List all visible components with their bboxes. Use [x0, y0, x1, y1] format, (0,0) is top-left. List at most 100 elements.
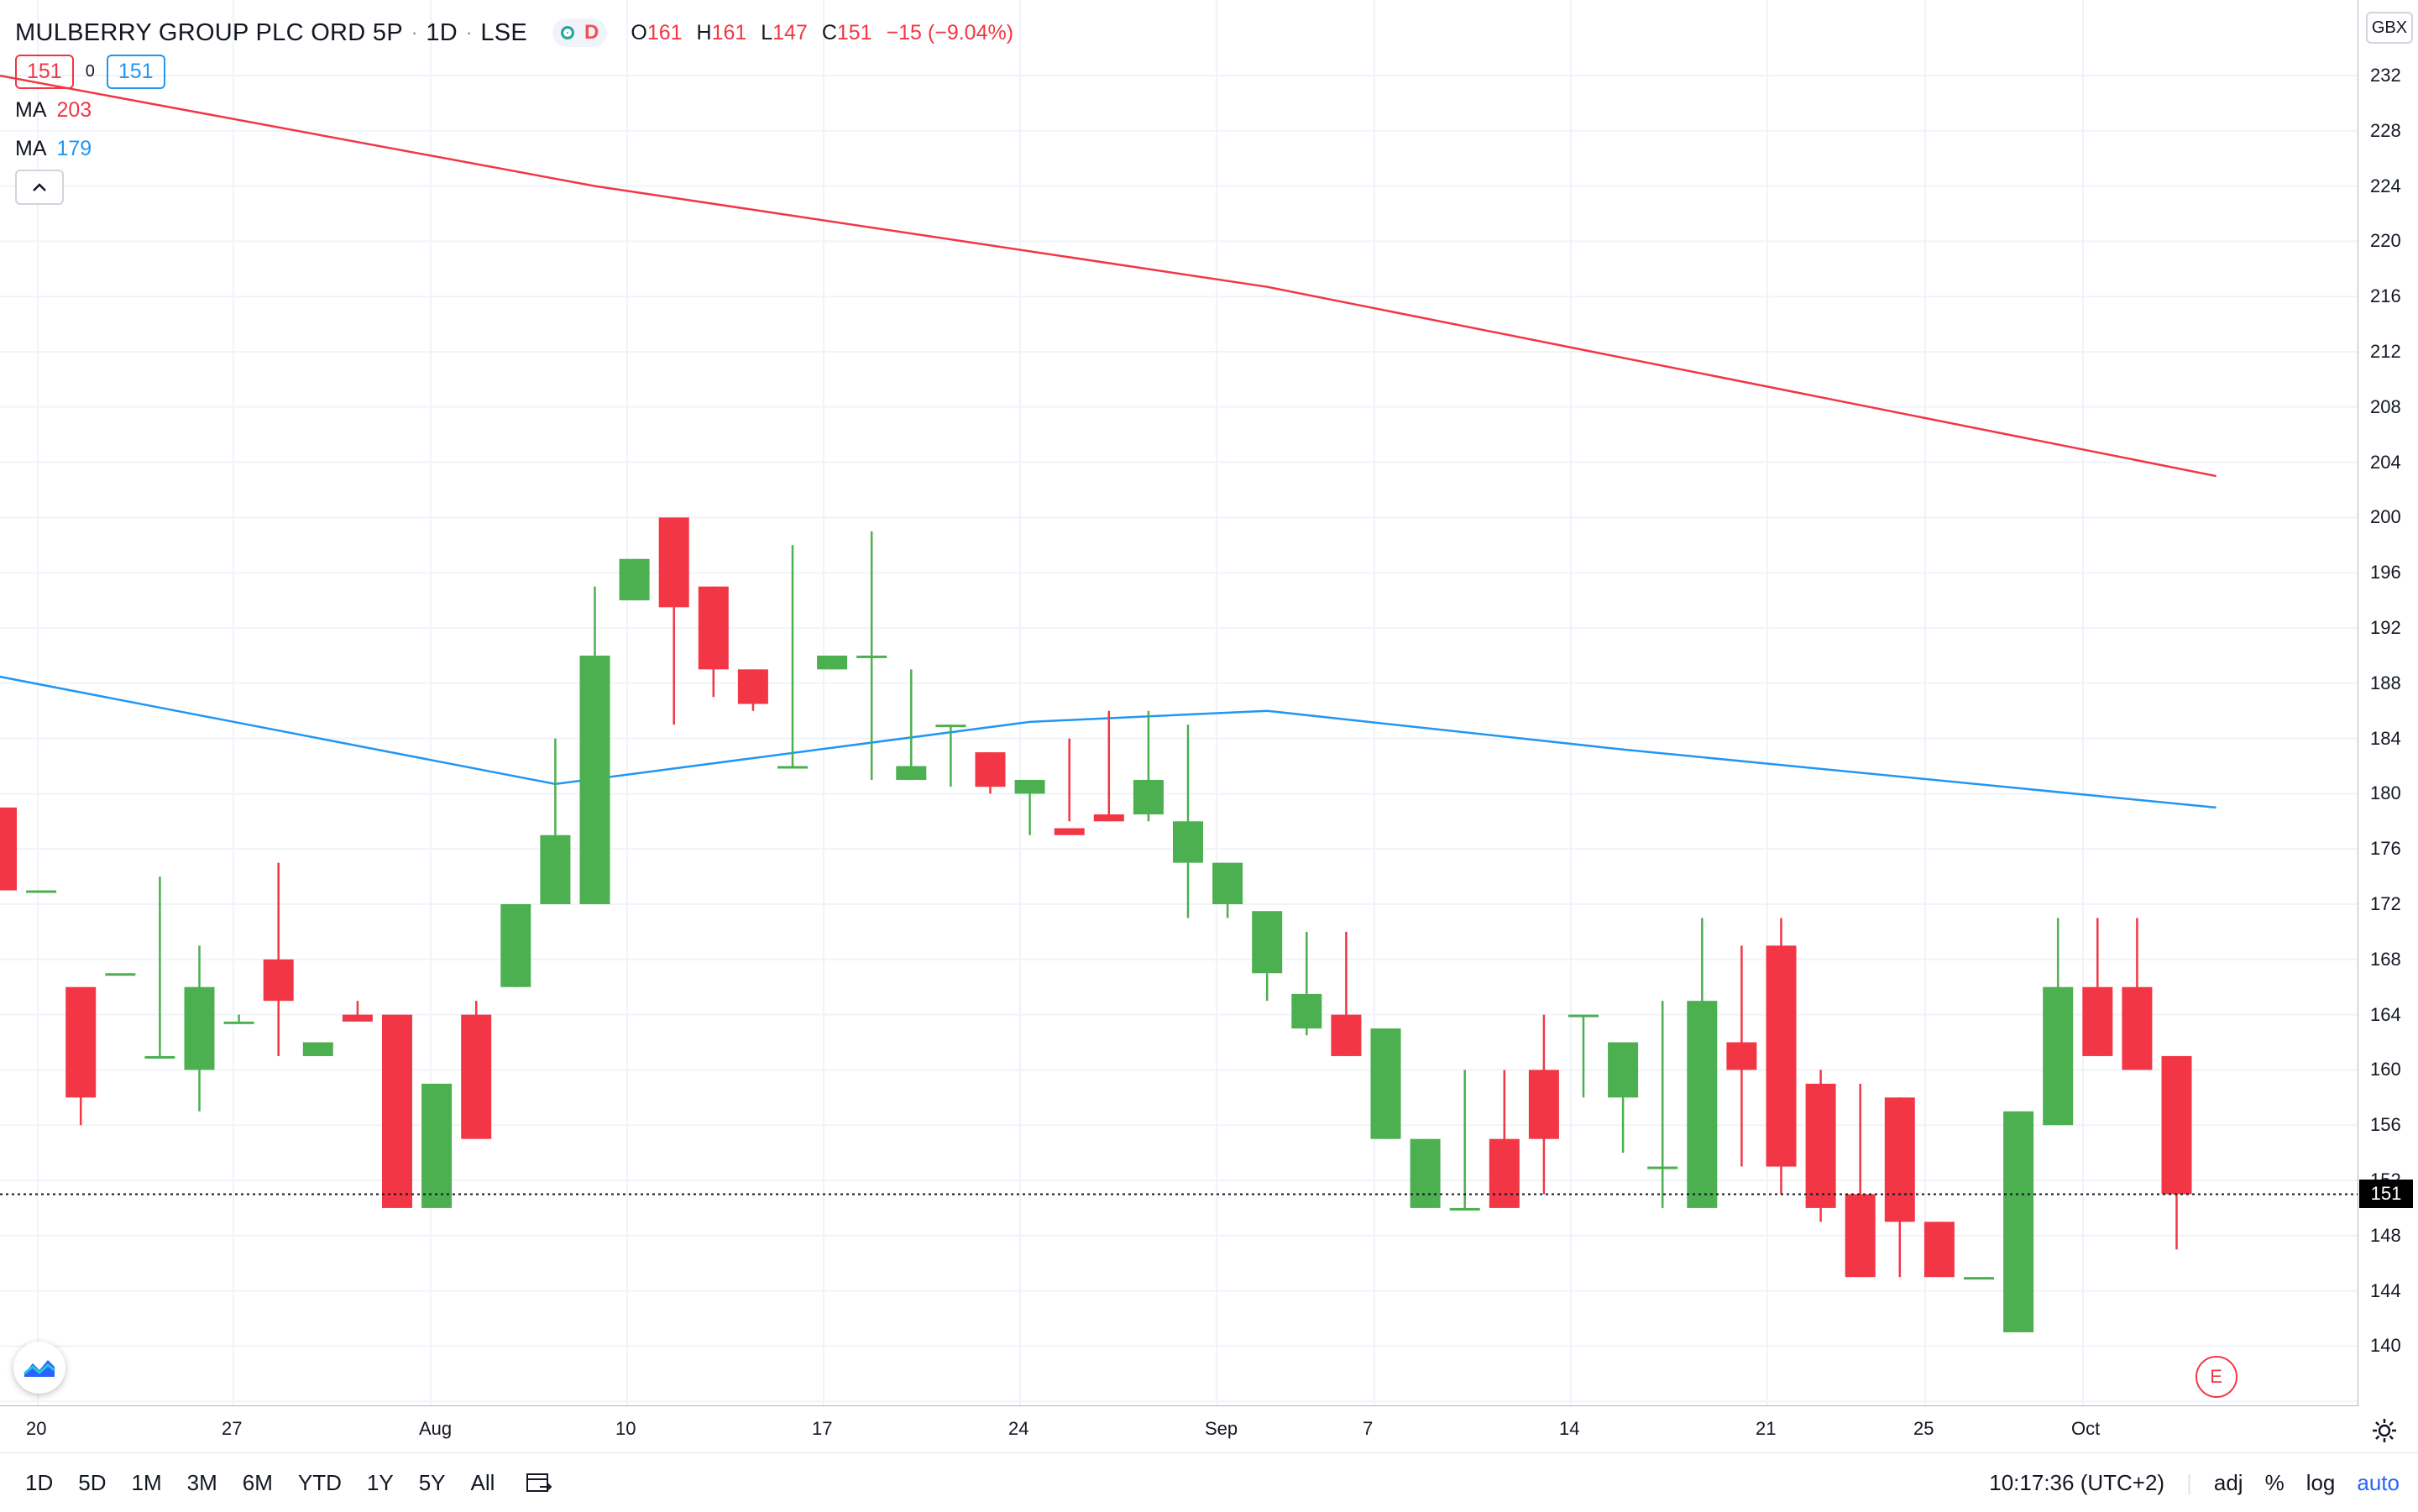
- last-price-label: 151: [2359, 1180, 2413, 1209]
- candle: [737, 669, 768, 711]
- collapse-legend-button[interactable]: [15, 170, 64, 205]
- ma-long-row[interactable]: MA 203: [15, 91, 1022, 129]
- price-tick-label: 180: [2370, 782, 2401, 804]
- price-axis[interactable]: 232 228 224 220 216 212 208 204 200 196 192 188 184 1…: [2358, 0, 2418, 1406]
- candle-body: [421, 1083, 453, 1208]
- candle: [184, 945, 215, 1112]
- candle-body: [0, 807, 17, 891]
- price-tick-label: 184: [2370, 727, 2401, 749]
- tradingview-logo-button[interactable]: [13, 1342, 65, 1394]
- time-tick-label: Sep: [1205, 1418, 1238, 1439]
- price-tick-label: 168: [2370, 948, 2401, 970]
- candle-body: [105, 973, 136, 976]
- candle: [1647, 1001, 1678, 1208]
- candle-body: [1489, 1138, 1520, 1208]
- currency-unit[interactable]: GBX: [2366, 12, 2413, 44]
- candle-body: [26, 890, 57, 893]
- interval[interactable]: 1D: [426, 18, 458, 46]
- calendar-goto-icon: [526, 1473, 552, 1492]
- candle-body: [817, 655, 848, 670]
- price-tick-label: 148: [2370, 1224, 2401, 1246]
- date-range-button[interactable]: [525, 1470, 553, 1495]
- time-tick-label: 17: [812, 1418, 833, 1439]
- range-button-1d[interactable]: 1D: [25, 1469, 54, 1495]
- candle: [619, 558, 650, 601]
- price-tick-label: 200: [2370, 506, 2401, 528]
- spread-value: 0: [85, 61, 95, 81]
- open-value: 161: [646, 20, 683, 44]
- range-button-1y[interactable]: 1Y: [366, 1469, 394, 1495]
- log-toggle[interactable]: log: [2305, 1469, 2336, 1495]
- range-button-6m[interactable]: 6M: [242, 1469, 273, 1495]
- candle: [856, 531, 887, 780]
- candle: [1608, 1042, 1639, 1154]
- candle-body: [2003, 1111, 2034, 1332]
- market-open-icon: [561, 26, 575, 39]
- percent-toggle[interactable]: %: [2264, 1469, 2285, 1495]
- candle: [342, 1001, 373, 1022]
- candle-body: [144, 1055, 175, 1059]
- candle: [896, 669, 927, 780]
- tradingview-logo-icon: [24, 1360, 55, 1377]
- auto-toggle[interactable]: auto: [2357, 1469, 2400, 1495]
- candles: [0, 517, 2192, 1332]
- candle-body: [500, 904, 531, 987]
- range-button-5y[interactable]: 5Y: [418, 1469, 446, 1495]
- candle-body: [1805, 1083, 1836, 1208]
- ma-short-value: 179: [56, 136, 92, 160]
- grid: [0, 0, 2358, 1405]
- low-value: 147: [772, 20, 808, 44]
- ask-button[interactable]: 151: [106, 54, 165, 89]
- candle-body: [658, 517, 689, 608]
- range-button-1m[interactable]: 1M: [131, 1469, 162, 1495]
- candle: [1173, 725, 1203, 918]
- candle: [1923, 1222, 1955, 1278]
- candle: [1212, 862, 1243, 918]
- candle-body: [302, 1042, 333, 1056]
- price-tick-label: 208: [2370, 395, 2401, 417]
- symbol-name[interactable]: MULBERRY GROUP PLC ORD 5P: [15, 18, 403, 46]
- low-label: L: [761, 20, 773, 44]
- price-tick-label: 192: [2370, 617, 2401, 638]
- ma-long-line: [0, 74, 2216, 478]
- adj-toggle[interactable]: adj: [2213, 1469, 2243, 1495]
- candle: [1014, 779, 1045, 835]
- price-tick-label: 188: [2370, 672, 2401, 693]
- price-tick-label: 164: [2370, 1003, 2401, 1025]
- candle: [579, 586, 610, 904]
- price-tick-label: 204: [2370, 451, 2401, 473]
- candle-body: [1093, 814, 1124, 822]
- candle-body: [698, 586, 729, 670]
- range-button-all[interactable]: All: [470, 1469, 495, 1495]
- candle-body: [342, 1014, 373, 1022]
- price-tick-label: 144: [2370, 1279, 2401, 1301]
- ma-short-label: MA: [15, 136, 47, 160]
- close-label: C: [821, 20, 837, 44]
- earnings-marker[interactable]: E: [2195, 1356, 2237, 1398]
- market-status-pill[interactable]: D: [552, 18, 608, 47]
- price-chart[interactable]: [0, 0, 2358, 1405]
- time-tick-label: 14: [1559, 1418, 1580, 1439]
- candle-body: [184, 986, 215, 1070]
- candle-body: [1331, 1014, 1362, 1056]
- chart-settings-button[interactable]: [2366, 1412, 2403, 1449]
- candle-body: [1410, 1138, 1441, 1208]
- range-button-3m[interactable]: 3M: [186, 1469, 217, 1495]
- price-tick-label: 228: [2370, 119, 2401, 141]
- clock[interactable]: 10:17:36 (UTC+2): [1989, 1469, 2165, 1495]
- candle: [382, 1014, 412, 1208]
- time-axis[interactable]: 20 27 Aug 10 17 24 Sep 7 14 21 25 Oct: [0, 1405, 2358, 1453]
- candle-body: [1449, 1207, 1480, 1211]
- candle: [421, 1083, 453, 1208]
- candle-body: [1647, 1166, 1678, 1169]
- bid-button[interactable]: 151: [15, 54, 74, 89]
- range-button-5d[interactable]: 5D: [78, 1469, 107, 1495]
- candle: [1845, 1083, 1876, 1278]
- candle: [2161, 1055, 2192, 1250]
- ma-short-row[interactable]: MA 179: [15, 129, 1022, 168]
- candle-body: [935, 725, 966, 728]
- change-value: −15 (−9.04%): [886, 20, 1014, 44]
- range-button-ytd[interactable]: YTD: [297, 1469, 342, 1495]
- candle: [1370, 1028, 1401, 1139]
